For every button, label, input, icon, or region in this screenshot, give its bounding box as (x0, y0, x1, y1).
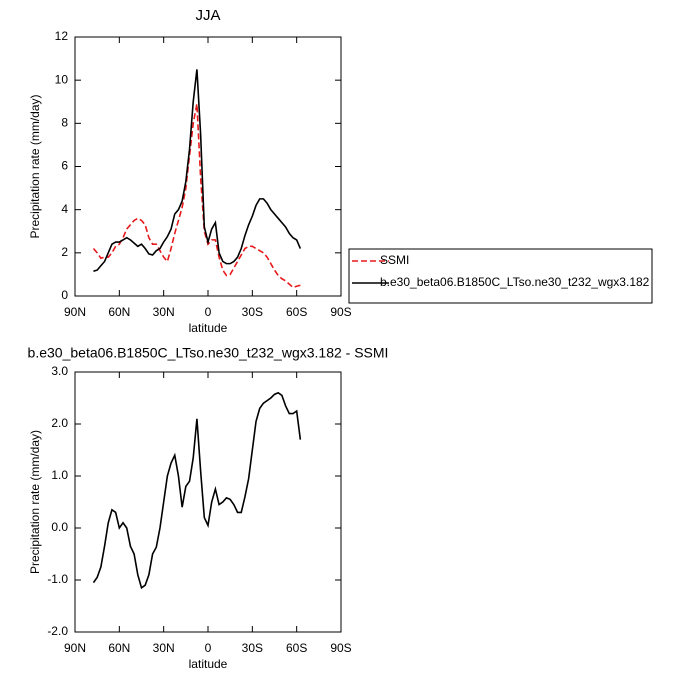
y-tick-label: 2.0 (51, 416, 68, 430)
x-tick-label: 90S (330, 641, 351, 655)
y-tick-label: 3.0 (51, 364, 68, 378)
series-line (93, 69, 302, 272)
chart-title: JJA (195, 7, 220, 24)
y-tick-label: 1.0 (51, 468, 68, 482)
y-tick-label: 0.0 (51, 520, 68, 534)
legend-label: SSMI (380, 253, 409, 267)
x-tick-label: 60S (286, 305, 307, 319)
y-tick-label: 10 (55, 72, 69, 86)
x-tick-label: 0 (205, 305, 212, 319)
legend-label: b.e30_beta06.B1850C_LTso.ne30_t232_wgx3.… (380, 275, 650, 289)
x-tick-label: 30S (242, 641, 263, 655)
x-tick-label: 30S (242, 305, 263, 319)
y-tick-label: 4 (61, 202, 68, 216)
x-tick-label: 30N (153, 641, 175, 655)
y-tick-label: 6 (61, 159, 68, 173)
x-axis-label: latitude (189, 321, 228, 335)
plot-frame (74, 36, 342, 297)
series-line (92, 103, 301, 289)
x-tick-label: 30N (153, 305, 175, 319)
y-tick-label: 2 (61, 245, 68, 259)
y-axis-label: Precipitation rate (mm/day) (28, 430, 42, 574)
y-tick-label: 0 (61, 288, 68, 302)
x-tick-label: 60S (286, 641, 307, 655)
y-axis-label: Precipitation rate (mm/day) (28, 94, 42, 238)
y-tick-label: 8 (61, 116, 68, 130)
y-tick-label: 12 (55, 29, 69, 43)
legend-box (348, 248, 653, 304)
x-tick-label: 60N (108, 305, 130, 319)
x-tick-label: 90N (64, 305, 86, 319)
chart-title: b.e30_beta06.B1850C_LTso.ne30_t232_wgx3.… (28, 345, 389, 361)
data-line (92, 391, 302, 590)
x-tick-label: 60N (108, 641, 130, 655)
plot-frame (74, 371, 342, 633)
x-tick-label: 90N (64, 641, 86, 655)
y-tick-label: -2.0 (47, 624, 68, 638)
x-tick-label: 0 (205, 641, 212, 655)
x-axis-label: latitude (189, 657, 228, 671)
x-tick-label: 90S (330, 305, 351, 319)
y-tick-label: -1.0 (47, 572, 68, 586)
